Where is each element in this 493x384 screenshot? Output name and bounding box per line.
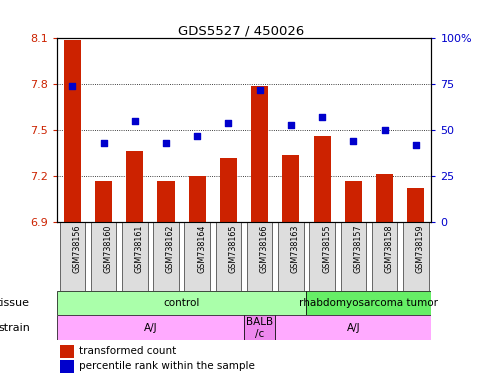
Point [193, 132, 201, 139]
Point [381, 127, 388, 133]
Bar [60, 222, 85, 291]
Bar [61, 360, 73, 373]
Text: GSM738161: GSM738161 [135, 225, 144, 273]
Text: GSM738162: GSM738162 [166, 225, 175, 273]
Point [287, 121, 295, 127]
Bar [278, 222, 304, 291]
Point [100, 140, 107, 146]
Bar [247, 222, 273, 291]
Text: GSM738166: GSM738166 [260, 225, 269, 273]
Text: transformed count: transformed count [79, 346, 176, 356]
Point [256, 87, 264, 93]
Bar [345, 180, 362, 222]
Text: GSM738159: GSM738159 [416, 225, 425, 273]
Text: GSM738163: GSM738163 [291, 225, 300, 273]
Bar [314, 136, 331, 222]
Text: GSM738164: GSM738164 [197, 225, 206, 273]
Bar [407, 188, 424, 222]
Text: rhabdomyosarcoma tumor: rhabdomyosarcoma tumor [299, 298, 438, 308]
Point [162, 140, 170, 146]
Bar [372, 222, 397, 291]
Bar [307, 291, 431, 315]
Bar [57, 315, 244, 340]
Bar [91, 222, 116, 291]
Text: GSM738160: GSM738160 [104, 225, 112, 273]
Point [412, 142, 420, 148]
Bar [251, 86, 268, 222]
Text: GSM738157: GSM738157 [353, 225, 362, 273]
Bar [220, 157, 237, 222]
Bar [275, 315, 431, 340]
Text: control: control [163, 298, 200, 308]
Text: A/J: A/J [347, 323, 360, 333]
Text: percentile rank within the sample: percentile rank within the sample [79, 361, 255, 371]
Bar [376, 174, 393, 222]
Text: A/J: A/J [143, 323, 157, 333]
Bar [184, 222, 210, 291]
Bar [309, 222, 335, 291]
Bar [189, 176, 206, 222]
Text: GSM738155: GSM738155 [322, 225, 331, 273]
Text: GSM738158: GSM738158 [385, 225, 393, 273]
Text: BALB
/c: BALB /c [246, 317, 273, 339]
Bar [153, 222, 179, 291]
Bar [57, 291, 307, 315]
Text: GSM738156: GSM738156 [72, 225, 81, 273]
Bar [61, 345, 73, 358]
Bar [157, 180, 175, 222]
Bar [341, 222, 366, 291]
Bar [403, 222, 428, 291]
Bar [95, 180, 112, 222]
Point [224, 120, 232, 126]
Point [350, 138, 357, 144]
Bar [64, 40, 81, 222]
Point [69, 83, 76, 89]
Bar [126, 151, 143, 222]
Bar [215, 222, 241, 291]
Text: strain: strain [0, 323, 30, 333]
Point [318, 114, 326, 120]
Point [131, 118, 139, 124]
Text: GSM738165: GSM738165 [228, 225, 238, 273]
Text: GDS5527 / 450026: GDS5527 / 450026 [178, 25, 305, 38]
Bar [244, 315, 275, 340]
Bar [122, 222, 147, 291]
Bar [282, 154, 299, 222]
Text: tissue: tissue [0, 298, 30, 308]
